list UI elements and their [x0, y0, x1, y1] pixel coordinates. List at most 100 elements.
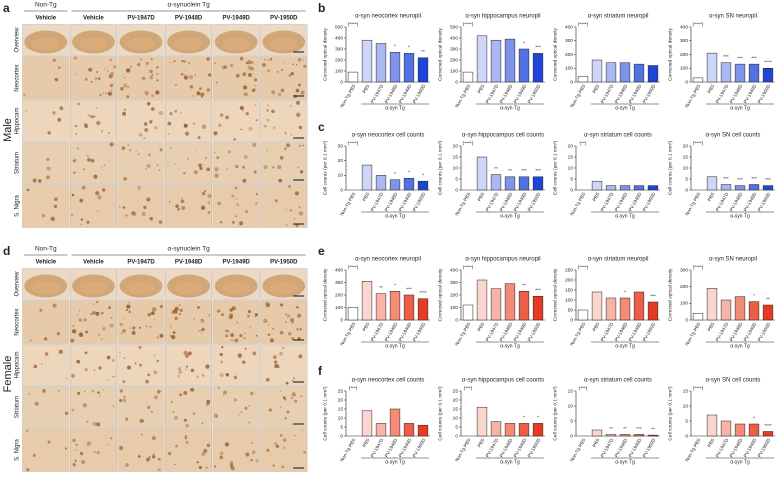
cell-stain [53, 204, 58, 208]
y-tick-label: 100 [450, 305, 458, 311]
cell-stain [213, 413, 219, 418]
cell-stain [174, 109, 178, 113]
cell-stain [183, 73, 185, 76]
cell-stain [125, 214, 128, 217]
cell-stain [244, 332, 246, 334]
significance: (****) [463, 21, 474, 27]
cell-stain [198, 465, 202, 470]
y-tick-label: 25 [338, 388, 344, 394]
cell-stain [201, 422, 204, 425]
cell-stain [263, 165, 268, 170]
bar [361, 410, 373, 437]
cell-stain [84, 367, 88, 372]
y-tick-label: 250 [565, 267, 573, 273]
x-tick-label: PV-1948D [499, 191, 514, 212]
cell-stain [229, 308, 233, 312]
chart-title: α-syn neocortex neuropil [355, 257, 421, 263]
cell-stain [183, 125, 186, 127]
micrograph [212, 56, 260, 100]
cell-stain [34, 401, 39, 406]
bar [591, 291, 603, 321]
significance: ** [494, 166, 498, 172]
x-tick-label: PV-1947D [715, 321, 730, 342]
cell-stain [284, 417, 287, 420]
cell-stain [272, 166, 275, 169]
y-tick-label: 15 [453, 154, 459, 160]
cell-stain [169, 325, 172, 328]
micrograph [22, 300, 70, 344]
cell-stain [46, 175, 50, 180]
cell-stain [78, 309, 81, 312]
bar [532, 53, 544, 83]
y-tick-label: 20 [338, 397, 344, 403]
cell-stain [183, 172, 186, 175]
y-tick-label: 100 [335, 305, 343, 311]
y-tick-label: 50 [568, 307, 574, 313]
bar [476, 35, 488, 83]
cell-stain [197, 306, 200, 309]
group-header: α-synuclein Tg [167, 2, 210, 9]
bar [591, 59, 603, 83]
y-tick-label: 10 [568, 403, 574, 409]
y-tick-label: 0 [340, 79, 343, 85]
x-tick-label: PBS [361, 84, 370, 94]
y-tick-label: 0 [685, 433, 688, 439]
cell-stain [298, 83, 301, 87]
cell-stain [184, 434, 188, 438]
cell-stain [300, 395, 303, 398]
significance: (****) [348, 264, 359, 270]
x-tick-label: PBS [476, 322, 485, 332]
x-tick-label: PV-1949D [398, 321, 413, 342]
cell-stain [167, 164, 169, 166]
significance: *** [723, 54, 729, 60]
row-label: Neocortex [15, 64, 21, 91]
significance: ** [379, 285, 383, 291]
cell-stain [90, 312, 94, 316]
cell-stain [271, 109, 275, 114]
cell-stain [181, 206, 186, 210]
cell-stain [44, 352, 49, 356]
y-tick-label: 15 [683, 154, 689, 160]
y-tick-label: 10 [338, 173, 344, 179]
cell-stain [26, 188, 30, 192]
significance: ** [623, 426, 627, 432]
bar [417, 298, 429, 321]
micrograph [22, 56, 70, 100]
bar [532, 176, 544, 191]
y-tick-label: 15 [338, 406, 344, 412]
y-tick-label: 0 [685, 187, 688, 193]
cell-stain [199, 166, 203, 171]
column-label: PV-1948D [175, 260, 203, 266]
x-tick-label: PV-1950D [527, 83, 542, 104]
cell-stain [107, 91, 112, 96]
cell-stain [98, 366, 102, 370]
cell-stain [207, 211, 211, 214]
y-tick-label: 300 [450, 280, 458, 286]
row-label: Hippocam [15, 107, 21, 134]
significance: (****) [463, 264, 474, 270]
cell-stain [235, 215, 237, 217]
significance: ** [766, 296, 770, 302]
cell-stain [150, 107, 155, 111]
significance: ** [508, 168, 512, 174]
x-tick-label: PBS [706, 84, 715, 94]
cell-stain [93, 174, 98, 179]
cell-stain [244, 347, 247, 350]
cell-stain [297, 57, 302, 62]
chart-title: α-syn SN cell counts [706, 133, 761, 139]
cell-stain [204, 157, 208, 160]
cell-stain [255, 459, 259, 463]
cell-stain [203, 448, 208, 453]
cell-stain [145, 62, 149, 65]
bar [462, 304, 474, 321]
cell-stain [226, 168, 229, 170]
cell-stain [252, 89, 255, 93]
micrograph [260, 100, 308, 142]
cell-stain [214, 151, 216, 153]
y-axis-label: Corrected optical density [552, 28, 558, 81]
cell-stain [172, 411, 175, 414]
y-tick-label: 25 [453, 388, 459, 394]
y-tick-label: 300 [680, 38, 688, 44]
cell-stain [88, 68, 91, 71]
x-tick-label: PV-1947D [485, 83, 500, 104]
